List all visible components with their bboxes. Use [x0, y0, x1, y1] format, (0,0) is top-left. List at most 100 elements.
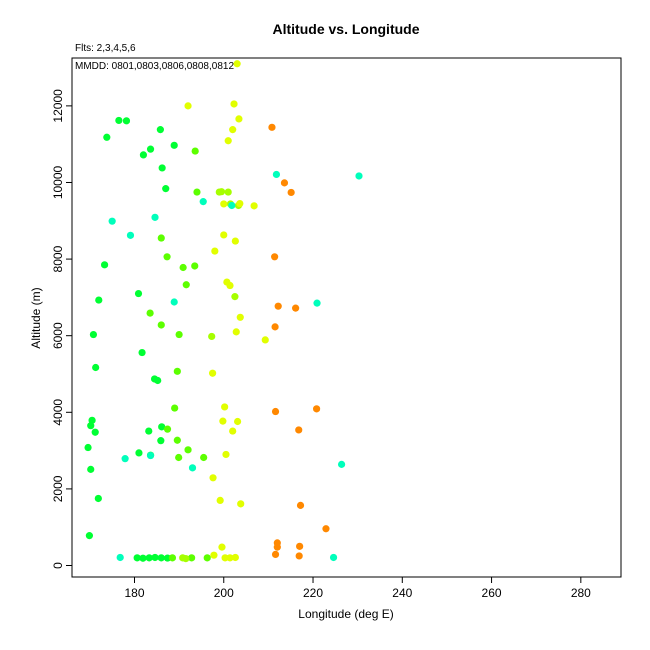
data-point	[271, 407, 280, 416]
data-point	[158, 423, 166, 431]
data-point	[295, 552, 303, 560]
data-point	[219, 417, 227, 425]
data-point	[224, 188, 232, 196]
data-point	[146, 451, 155, 460]
data-point	[103, 133, 111, 141]
y-tick-label: 6000	[51, 322, 65, 349]
data-point	[313, 299, 321, 307]
data-point	[229, 427, 237, 435]
data-point	[268, 123, 276, 131]
data-point	[222, 450, 230, 459]
data-point	[157, 554, 165, 562]
data-point	[145, 554, 153, 562]
data-point	[146, 309, 154, 317]
y-axis-label: Altitude (m)	[29, 287, 43, 348]
data-point	[133, 554, 141, 562]
x-tick-label: 260	[482, 586, 502, 600]
data-point	[115, 116, 123, 125]
data-point	[116, 553, 124, 562]
data-point	[210, 551, 218, 559]
y-tick-label: 8000	[51, 245, 65, 272]
data-point	[94, 494, 102, 503]
data-point	[85, 532, 94, 540]
data-point	[163, 253, 171, 261]
data-point	[296, 501, 305, 509]
data-point	[89, 330, 98, 339]
data-point	[87, 422, 95, 430]
data-point	[237, 500, 245, 508]
data-point	[199, 198, 207, 206]
data-point	[235, 115, 243, 123]
data-point	[156, 126, 164, 134]
data-point	[337, 460, 346, 468]
data-point	[179, 263, 187, 272]
data-point	[218, 543, 226, 551]
data-point	[209, 474, 217, 482]
data-point	[271, 323, 279, 331]
x-axis: 180 200 220 240 260 280	[124, 577, 591, 600]
data-point	[226, 281, 234, 290]
data-point	[175, 453, 183, 462]
x-tick-label: 280	[571, 586, 591, 600]
data-point	[170, 141, 178, 149]
x-axis-label: Longitude (deg E)	[298, 607, 393, 621]
data-point	[92, 363, 100, 372]
data-point	[211, 247, 219, 255]
data-point	[232, 328, 240, 336]
data-point	[168, 554, 177, 562]
data-point	[217, 188, 226, 196]
data-point	[173, 367, 181, 375]
data-point	[121, 455, 129, 463]
y-tick-label: 12000	[51, 89, 65, 123]
data-point	[157, 321, 165, 329]
x-tick-label: 200	[214, 586, 234, 600]
data-point	[233, 60, 241, 68]
data-point	[230, 100, 238, 108]
data-point	[170, 298, 178, 306]
data-point	[122, 117, 131, 125]
data-point	[171, 404, 179, 412]
data-point	[188, 464, 197, 472]
data-point	[146, 145, 155, 153]
data-point	[296, 542, 304, 550]
y-axis: 0 2000 4000 6000 8000 10000 12000	[51, 89, 72, 569]
data-point	[273, 543, 281, 551]
data-point	[220, 200, 228, 208]
data-point	[221, 403, 229, 411]
data-point	[134, 289, 143, 298]
data-point	[220, 231, 228, 239]
data-point	[175, 330, 183, 339]
dates-note: MMDD: 0801,0803,0806,0808,0812	[75, 61, 234, 72]
data-point	[231, 237, 239, 245]
data-point	[87, 465, 95, 473]
data-point	[184, 446, 192, 454]
data-point	[236, 199, 244, 208]
data-point	[295, 426, 303, 434]
y-tick-label: 2000	[51, 475, 65, 502]
data-point	[139, 554, 147, 562]
data-point	[271, 550, 280, 559]
data-point	[233, 417, 242, 426]
data-point	[182, 555, 190, 563]
data-point	[91, 428, 99, 436]
flights-note: Flts: 2,3,4,5,6	[75, 43, 136, 54]
data-point	[274, 302, 282, 310]
data-point	[203, 554, 211, 562]
data-point	[216, 496, 224, 504]
data-point	[208, 332, 216, 341]
data-point	[135, 449, 143, 457]
data-point	[154, 376, 162, 385]
data-point	[355, 172, 363, 180]
y-tick-label: 10000	[51, 165, 65, 199]
data-point	[100, 261, 109, 269]
data-point	[226, 554, 234, 562]
data-point	[200, 453, 208, 462]
data-point	[261, 336, 269, 344]
data-point	[126, 231, 135, 239]
data-point	[139, 151, 148, 159]
plot-frame	[71, 57, 622, 578]
data-point	[163, 425, 172, 433]
y-tick-label: 0	[51, 562, 65, 569]
